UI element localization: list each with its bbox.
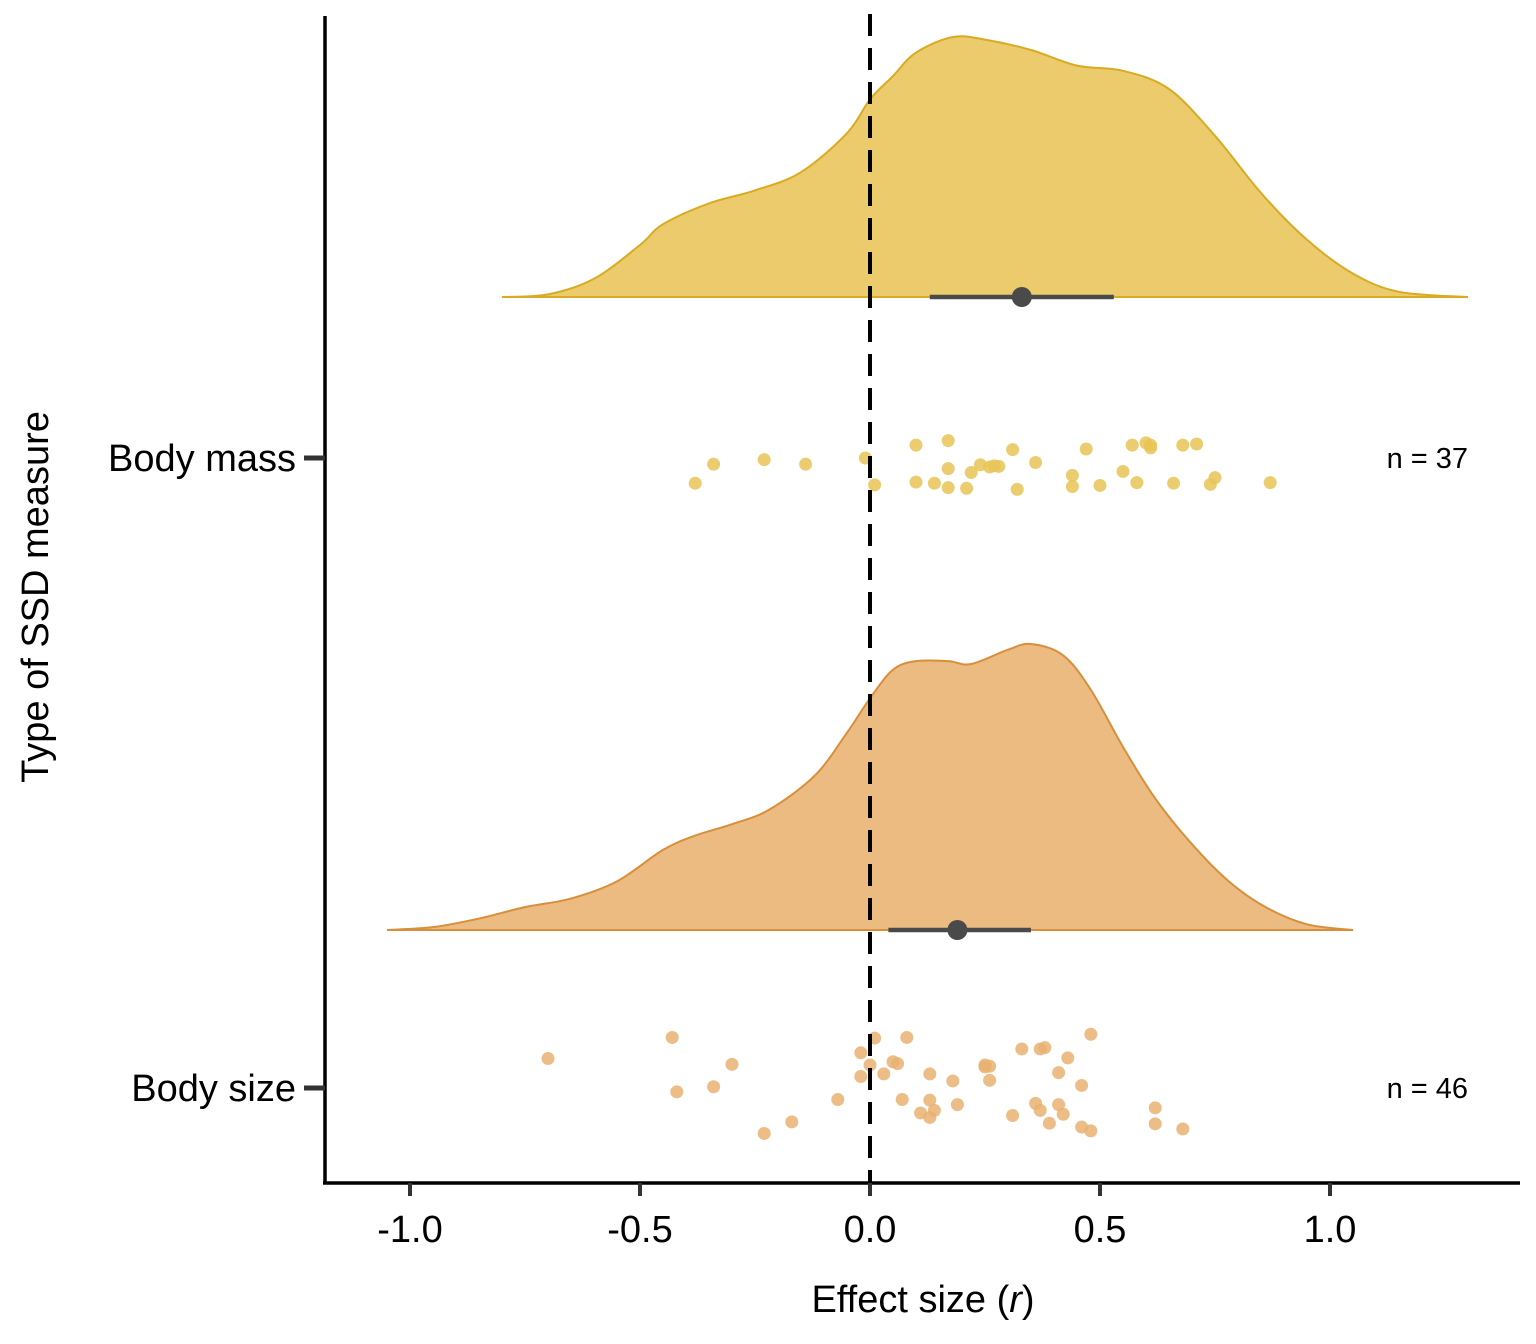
point-body-size: [854, 1046, 868, 1060]
point-body-mass: [799, 457, 813, 471]
point-body-mass: [941, 434, 955, 448]
point-body-size: [1061, 1051, 1075, 1065]
y-axis-categories: Body mass Body size: [108, 438, 325, 1110]
mean-body-size: [947, 920, 968, 940]
point-body-size: [891, 1057, 905, 1071]
point-body-mass: [909, 475, 923, 489]
x-axis-title: Effect size (r): [811, 1279, 1034, 1321]
mean-body-mass: [1011, 287, 1032, 307]
point-body-size: [877, 1067, 891, 1081]
point-body-mass: [1010, 482, 1024, 496]
point-body-size: [854, 1069, 868, 1083]
n-label-body-size: n = 46: [1387, 1073, 1468, 1105]
n-label-body-mass: n = 37: [1387, 443, 1468, 475]
point-body-size: [900, 1030, 914, 1044]
point-body-size: [1148, 1117, 1162, 1131]
point-body-mass: [927, 476, 941, 490]
point-body-mass: [1144, 441, 1158, 455]
density-body-mass: [501, 35, 1469, 298]
y-axis-title: Type of SSD measure: [15, 411, 57, 783]
point-body-size: [923, 1067, 937, 1081]
point-body-size: [1052, 1098, 1066, 1112]
point-body-size: [1042, 1116, 1056, 1130]
point-body-size: [983, 1073, 997, 1087]
point-body-mass: [1130, 476, 1144, 490]
point-body-size: [757, 1126, 771, 1140]
point-body-size: [863, 1058, 877, 1072]
point-body-mass: [909, 438, 923, 452]
x-tick-label: 0.5: [1074, 1209, 1127, 1251]
x-tick-label: -1.0: [377, 1209, 442, 1251]
point-body-mass: [1208, 471, 1222, 485]
x-tick-label: 0.0: [844, 1209, 897, 1251]
ylabel-body-size: Body size: [131, 1068, 296, 1110]
point-body-size: [665, 1030, 679, 1044]
point-body-size: [950, 1098, 964, 1112]
point-body-size: [1176, 1122, 1190, 1136]
density-layer: [386, 35, 1469, 931]
point-body-size: [1084, 1124, 1098, 1138]
point-body-mass: [960, 481, 974, 495]
point-body-size: [1084, 1027, 1098, 1041]
ylabel-body-mass: Body mass: [108, 438, 296, 480]
point-body-mass: [1065, 480, 1079, 494]
point-body-mass: [1190, 437, 1204, 451]
point-body-size: [670, 1085, 684, 1099]
point-body-mass: [1093, 478, 1107, 492]
point-body-mass: [1125, 438, 1139, 452]
point-body-mass: [1176, 438, 1190, 452]
point-body-mass: [987, 459, 1001, 473]
point-body-size: [707, 1080, 721, 1094]
point-body-size: [1015, 1042, 1029, 1056]
density-body-size: [386, 642, 1354, 931]
point-body-mass: [1079, 442, 1093, 456]
point-body-size: [1052, 1066, 1066, 1080]
point-body-size: [831, 1093, 845, 1107]
point-body-mass: [1006, 443, 1020, 457]
point-body-size: [1148, 1101, 1162, 1115]
points-layer: [541, 434, 1277, 1140]
point-body-mass: [941, 481, 955, 495]
point-body-size: [541, 1052, 555, 1066]
point-body-mass: [707, 457, 721, 471]
point-body-size: [1006, 1109, 1020, 1123]
point-body-mass: [757, 453, 771, 467]
point-body-mass: [1116, 464, 1130, 478]
x-tick-label: 1.0: [1304, 1209, 1357, 1251]
point-body-mass: [1029, 455, 1043, 469]
point-body-mass: [1263, 476, 1277, 490]
point-body-size: [923, 1093, 937, 1107]
point-body-size: [785, 1115, 799, 1129]
point-body-size: [927, 1103, 941, 1117]
point-body-mass: [1167, 476, 1181, 490]
point-body-mass: [941, 462, 955, 476]
sample-size-labels: n = 37 n = 46: [1387, 443, 1468, 1105]
point-body-size: [895, 1093, 909, 1107]
point-body-size: [1033, 1103, 1047, 1117]
point-body-size: [978, 1058, 992, 1072]
point-body-size: [946, 1074, 960, 1088]
point-body-size: [725, 1057, 739, 1071]
point-body-mass: [964, 466, 978, 480]
mean-ci-layer: [888, 287, 1114, 940]
point-body-mass: [1065, 468, 1079, 482]
x-tick-label: -0.5: [607, 1209, 672, 1251]
point-body-mass: [688, 476, 702, 490]
x-axis-ticks: -1.0 -0.5 0.0 0.5 1.0: [377, 1183, 1356, 1251]
point-body-size: [1033, 1042, 1047, 1056]
point-body-mass: [868, 478, 882, 492]
point-body-size: [1075, 1078, 1089, 1092]
